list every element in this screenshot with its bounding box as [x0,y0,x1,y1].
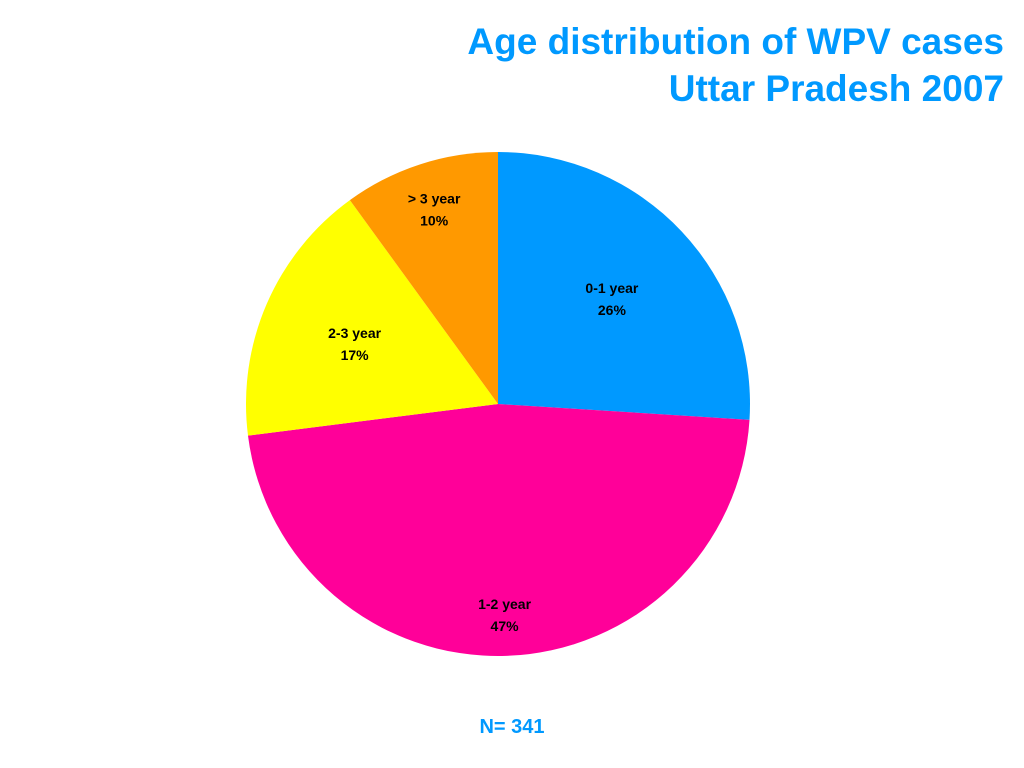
slice-label-2-3-year: 2-3 year [328,325,381,341]
slice-value-1-2-year: 47% [491,618,520,634]
pie-slice-0-1-year [498,152,750,420]
slice-value-3-year: 10% [420,212,449,228]
slice-label-1-2-year: 1-2 year [478,596,531,612]
pie-slice-1-2-year [247,404,750,657]
slice-label-3-year: > 3 year [408,190,461,206]
pie-slice-3-year [349,152,498,404]
chart-title-line-2: Uttar Pradesh 2007 [668,68,1004,109]
pie-slice-2-3-year [246,200,498,436]
chart-title-line-1: Age distribution of WPV cases [467,21,1004,62]
slice-value-2-3-year: 17% [341,347,370,363]
sample-size-note: N= 341 [479,716,545,738]
chart-title: Age distribution of WPV cases Uttar Prad… [467,18,1004,112]
slice-label-0-1-year: 0-1 year [585,280,638,296]
slice-value-0-1-year: 26% [598,302,627,318]
